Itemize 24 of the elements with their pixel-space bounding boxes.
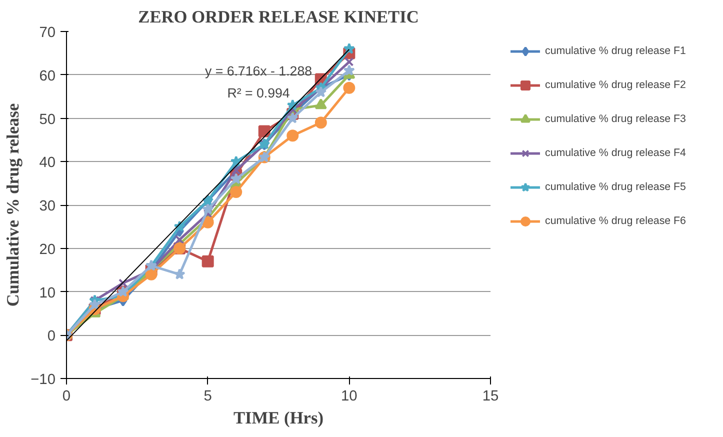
y-tick-label: 40 bbox=[39, 155, 56, 172]
y-tick-label: 0 bbox=[47, 328, 56, 345]
x-tick-label: 5 bbox=[204, 388, 212, 404]
legend-label: cumulative % drug release F3 bbox=[545, 113, 686, 125]
y-tick-label: 60 bbox=[39, 68, 56, 84]
y-tick-label: 20 bbox=[39, 242, 56, 258]
legend-label: cumulative % drug release F2 bbox=[545, 79, 686, 91]
legend-label: cumulative % drug release F6 bbox=[545, 215, 686, 227]
x-tick-label: 0 bbox=[62, 388, 71, 404]
x-tick-label: 15 bbox=[482, 388, 499, 404]
y-tick-label: 30 bbox=[39, 198, 56, 214]
legend-label: cumulative % drug release F1 bbox=[545, 45, 686, 57]
y-tick-label: 50 bbox=[39, 112, 56, 128]
legend-label: cumulative % drug release F5 bbox=[545, 181, 686, 193]
y-tick-label: −10 bbox=[30, 372, 56, 388]
x-tick-label: 10 bbox=[341, 388, 358, 404]
y-tick-label: 10 bbox=[39, 285, 56, 302]
legend-label: cumulative % drug release F4 bbox=[545, 147, 686, 159]
chart-title: ZERO ORDER RELEASE KINETIC bbox=[138, 8, 419, 26]
annotation: y = 6.716x - 1.288 bbox=[204, 64, 312, 78]
x-axis-title: TIME (Hrs) bbox=[234, 408, 324, 428]
y-tick-label: 70 bbox=[39, 25, 56, 41]
y-axis-title: Cumulative % drug release bbox=[4, 103, 23, 307]
annotation: R² = 0.994 bbox=[227, 86, 290, 100]
